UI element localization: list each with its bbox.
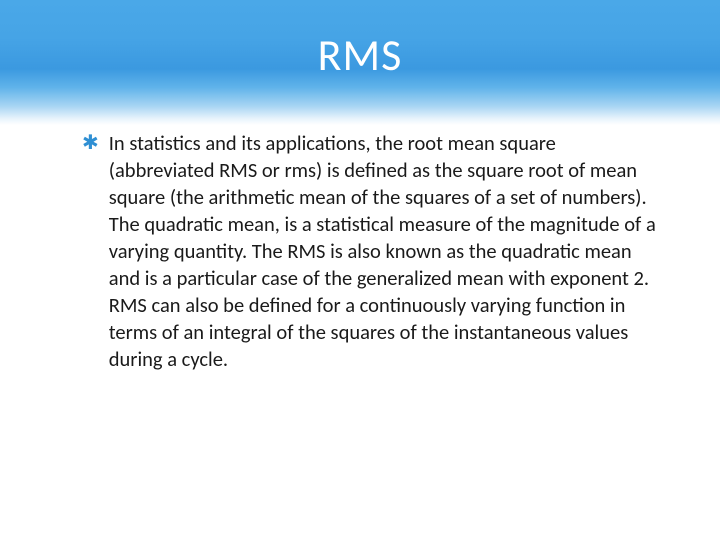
- asterisk-bullet-icon: ✱: [82, 130, 99, 157]
- body-paragraph: In statistics and its applications, the …: [109, 130, 656, 373]
- bullet-item: ✱ In statistics and its applications, th…: [82, 130, 656, 373]
- slide-content: ✱ In statistics and its applications, th…: [82, 130, 656, 373]
- slide-title: RMS: [0, 28, 720, 82]
- slide: RMS ✱ In statistics and its applications…: [0, 0, 720, 540]
